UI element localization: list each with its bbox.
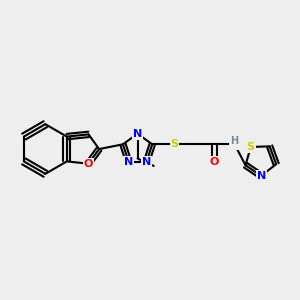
Text: N: N	[142, 157, 151, 166]
Text: N: N	[230, 139, 239, 149]
Text: N: N	[133, 129, 142, 139]
Text: O: O	[84, 159, 93, 169]
Text: H: H	[230, 136, 239, 146]
Text: N: N	[124, 157, 133, 166]
Text: S: S	[247, 142, 255, 152]
Text: S: S	[171, 139, 178, 149]
Text: N: N	[256, 171, 266, 181]
Text: O: O	[210, 157, 219, 167]
